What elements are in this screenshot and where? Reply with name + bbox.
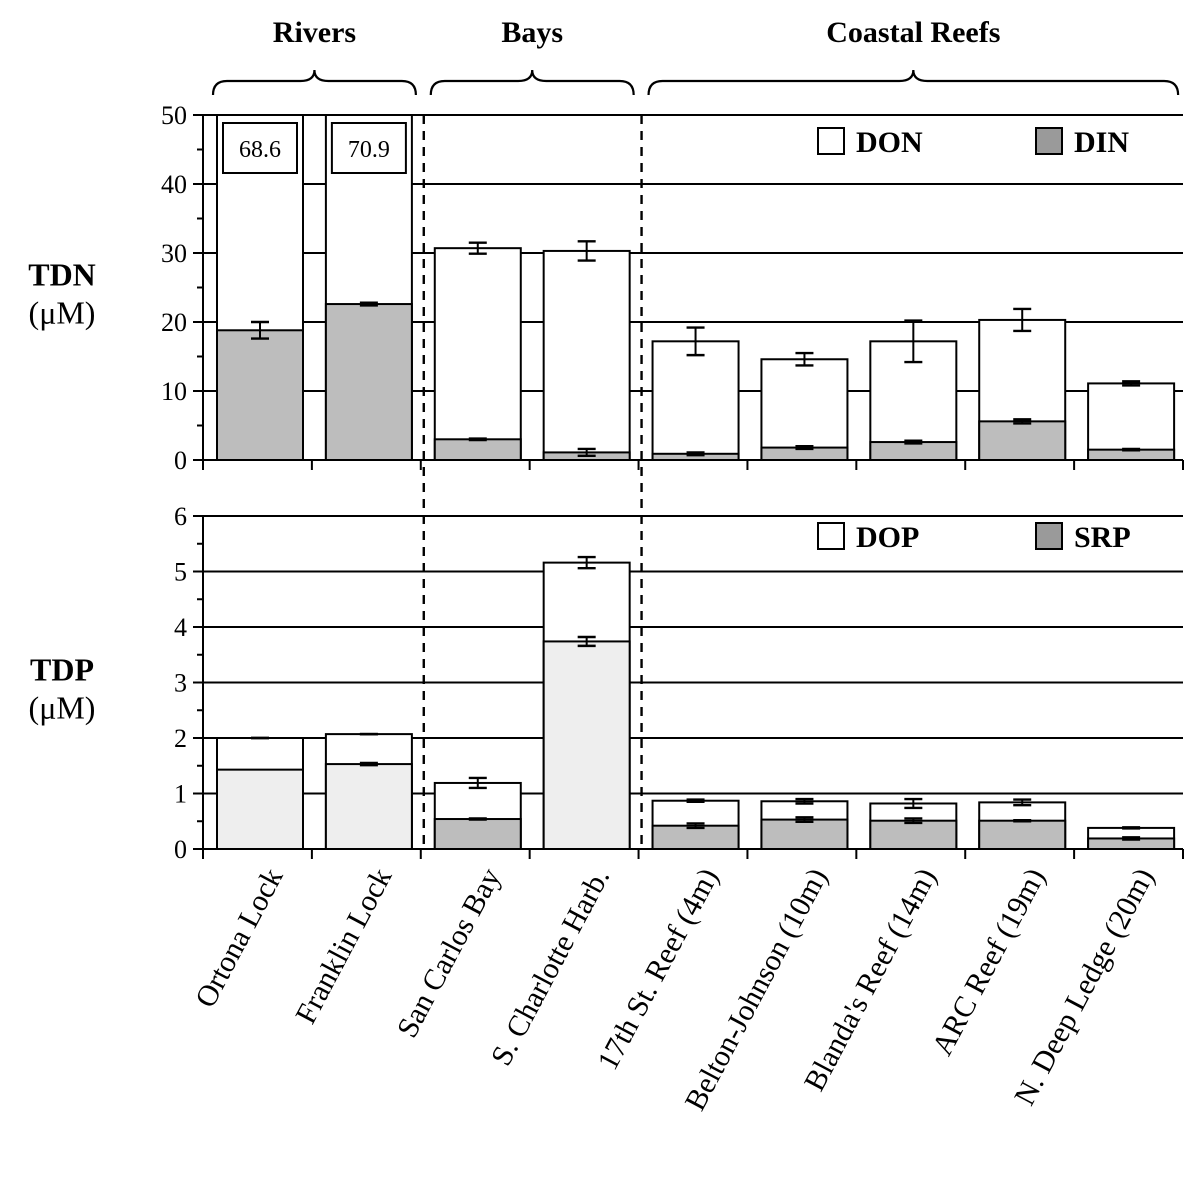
panel-tdn-y-tick-label: 40 [161, 170, 187, 199]
panel-tdp-y-tick-label: 0 [174, 835, 187, 864]
panel-tdn-bar-din [216, 329, 304, 461]
panel-tdn-bar-din [324, 303, 413, 461]
panel-tdp-y-tick-label: 5 [174, 558, 187, 587]
group-brace [647, 69, 1180, 96]
panel-tdn-bar-don [433, 247, 522, 461]
category-label: San Carlos Bay [391, 863, 508, 1043]
panel-tdp-legend-label-srp: SRP [1074, 521, 1131, 554]
panel-tdn-y-tick-label: 50 [161, 101, 187, 130]
category-label: 17th St. Reef (4m) [591, 863, 725, 1076]
panel-tdn-y-tick-label: 30 [161, 239, 187, 268]
panel-tdn-bar-don [542, 249, 631, 461]
panel-tdp-axis-unit: (μM) [29, 690, 96, 726]
panel-tdp-y-tick-label: 4 [174, 613, 187, 642]
group-label-coastal-reefs: Coastal Reefs [826, 16, 1000, 49]
panel-tdp-bar-srp [651, 824, 740, 851]
panel-tdn-off-scale-label: 68.6 [239, 137, 281, 163]
panel-tdn-bar-din [433, 438, 522, 461]
panel-tdn-legend-swatch-don [817, 127, 845, 155]
panel-tdn-bar-don [651, 340, 740, 462]
panel-tdn-off-scale-box [330, 122, 407, 174]
panel-tdn-bar-don [1087, 382, 1176, 461]
panel-tdp-bar-srp [433, 818, 522, 851]
group-label-bays: Bays [501, 16, 563, 49]
panel-tdn-legend-swatch-din [1035, 127, 1063, 155]
panel-tdp-bar-srp [324, 763, 413, 851]
panel-tdn-legend-label-don: DON [856, 126, 923, 159]
panel-tdp-legend-swatch-dop [817, 522, 845, 550]
panel-tdn-bar-don [760, 358, 849, 462]
panel-tdn-off-scale-box [222, 122, 298, 174]
panel-tdn-bar-din [978, 420, 1067, 461]
panel-tdp-bar-srp [869, 819, 958, 851]
panel-tdn-axis-unit: (μM) [29, 295, 96, 331]
category-label: ARC Reef (19m) [926, 863, 1052, 1061]
panel-tdp-axis-title: TDP [30, 652, 94, 688]
panel-tdn-axis-title: TDN [28, 257, 96, 293]
group-label-rivers: Rivers [273, 16, 356, 49]
category-label: Ortona Lock [189, 863, 290, 1013]
category-label: S. Charlotte Harb. [485, 863, 617, 1071]
group-brace [211, 69, 417, 96]
panel-tdn-y-tick-label: 20 [161, 308, 187, 337]
panel-tdp-y-tick-label: 6 [174, 502, 187, 531]
panel-tdn-y-tick-label: 10 [161, 377, 187, 406]
panel-tdp-legend-label-dop: DOP [856, 521, 919, 554]
panel-tdn-bar-din [869, 441, 958, 461]
panel-tdn-y-tick-label: 0 [174, 446, 187, 475]
panel-tdp-bar-srp [542, 640, 631, 850]
panel-tdp-bar-srp [978, 819, 1067, 851]
panel-tdn-legend-label-din: DIN [1074, 126, 1129, 159]
panel-tdp-y-tick-label: 2 [174, 724, 187, 753]
panel-tdn-off-scale-label: 70.9 [348, 137, 390, 163]
panel-tdp-legend-swatch-srp [1035, 522, 1063, 550]
panel-tdp-y-tick-label: 3 [174, 669, 187, 698]
panel-tdp-bar-srp [760, 818, 849, 851]
panel-tdp-y-tick-label: 1 [174, 780, 187, 809]
group-brace [429, 69, 635, 96]
panel-tdp-bar-srp [216, 768, 304, 851]
category-label: Franklin Lock [289, 863, 398, 1029]
